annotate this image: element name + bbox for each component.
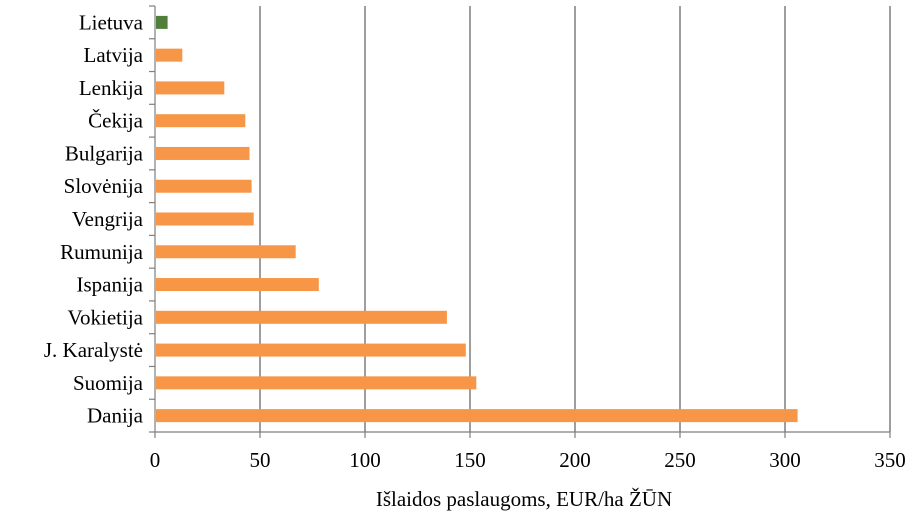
x-tick-label: 0 <box>150 448 161 472</box>
x-tick-label: 200 <box>559 448 591 472</box>
bar-danija <box>156 409 798 422</box>
category-label: Vokietija <box>68 305 144 329</box>
x-tick-label: 350 <box>874 448 906 472</box>
category-label: Suomija <box>73 371 144 395</box>
category-label: Lenkija <box>79 76 144 100</box>
category-label: Danija <box>87 404 144 428</box>
bar-slovėnija <box>156 180 252 193</box>
bar-lenkija <box>156 81 224 94</box>
bar-ispanija <box>156 278 319 291</box>
category-label: Čekija <box>88 109 143 133</box>
x-tick-label: 300 <box>769 448 801 472</box>
category-labels: Lietuva Latvija Lenkija Čekija Bulgarija Slov… <box>44 10 144 427</box>
bar-bulgarija <box>156 147 250 160</box>
category-label: Lietuva <box>79 10 144 34</box>
category-label: Rumunija <box>60 240 144 264</box>
category-label: J. Karalystė <box>44 338 143 362</box>
bars <box>156 16 798 422</box>
gridlines <box>260 6 890 432</box>
category-label: Ispanija <box>77 273 144 297</box>
category-label: Slovėnija <box>64 174 144 198</box>
x-tick-label: 150 <box>454 448 486 472</box>
bar-suomija <box>156 376 476 389</box>
bar-latvija <box>156 49 182 62</box>
bar-vengrija <box>156 213 254 226</box>
x-tick-label: 50 <box>250 448 271 472</box>
bar-vokietija <box>156 311 447 324</box>
category-label: Latvija <box>84 43 144 67</box>
category-label: Vengrija <box>72 207 144 231</box>
bar-čekija <box>156 114 245 127</box>
x-tick-label: 100 <box>349 448 381 472</box>
x-tick-labels: 0 50 100 150 200 250 300 350 <box>150 448 906 472</box>
bar-j-karalystė <box>156 344 466 357</box>
x-tick-label: 250 <box>664 448 696 472</box>
category-label: Bulgarija <box>65 141 144 165</box>
bar-lietuva <box>156 16 168 29</box>
x-axis-title: Išlaidos paslaugoms, EUR/ha ŽŪN <box>376 487 672 511</box>
bar-rumunija <box>156 245 296 258</box>
